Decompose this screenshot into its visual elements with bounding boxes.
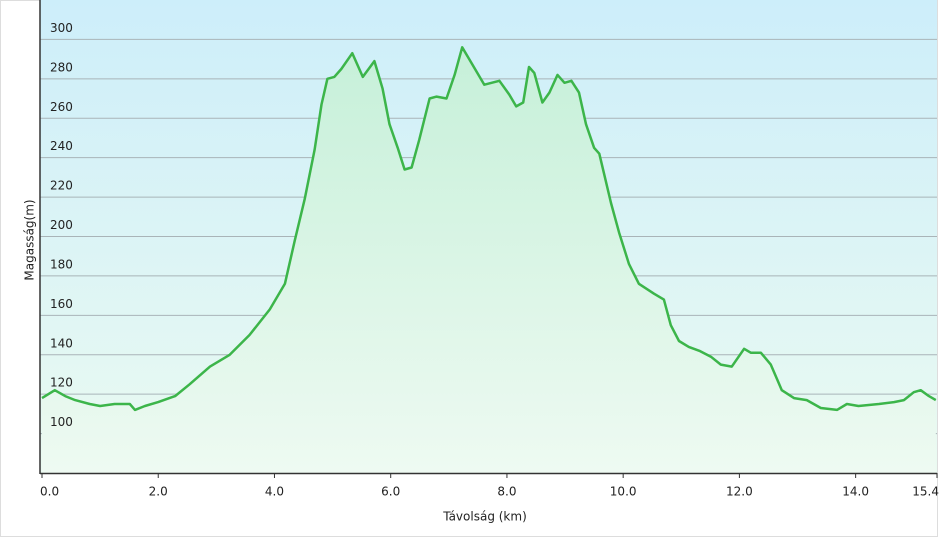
y-tick-label: 200	[50, 218, 73, 232]
y-tick-label: 220	[50, 179, 73, 193]
x-tick-label: 6.0	[381, 485, 400, 499]
y-tick-label: 140	[50, 336, 73, 350]
x-tick-label: 8.0	[497, 485, 516, 499]
y-tick-label: 100	[50, 415, 73, 429]
area-fill	[42, 47, 936, 474]
y-tick-label: 280	[50, 60, 73, 74]
x-tick-label: 2.0	[149, 485, 168, 499]
x-tick-label: 0.0	[40, 485, 59, 499]
x-tick-label: 10.0	[610, 485, 637, 499]
y-tick-label: 180	[50, 257, 73, 271]
y-tick-label: 300	[50, 21, 73, 35]
y-tick-label: 240	[50, 139, 73, 153]
x-tick-label: 14.0	[842, 485, 869, 499]
y-tick-label: 120	[50, 376, 73, 390]
x-tick-label: 12.0	[726, 485, 753, 499]
y-axis-label: Magasság(m)	[23, 199, 37, 280]
y-tick-label: 160	[50, 297, 73, 311]
x-tick-label: 4.0	[265, 485, 284, 499]
x-tick-label: 15.4	[912, 485, 939, 499]
elevation-line	[41, 46, 937, 412]
y-tick-label: 260	[50, 100, 73, 114]
x-axis-label: Távolság (km)	[442, 510, 527, 524]
